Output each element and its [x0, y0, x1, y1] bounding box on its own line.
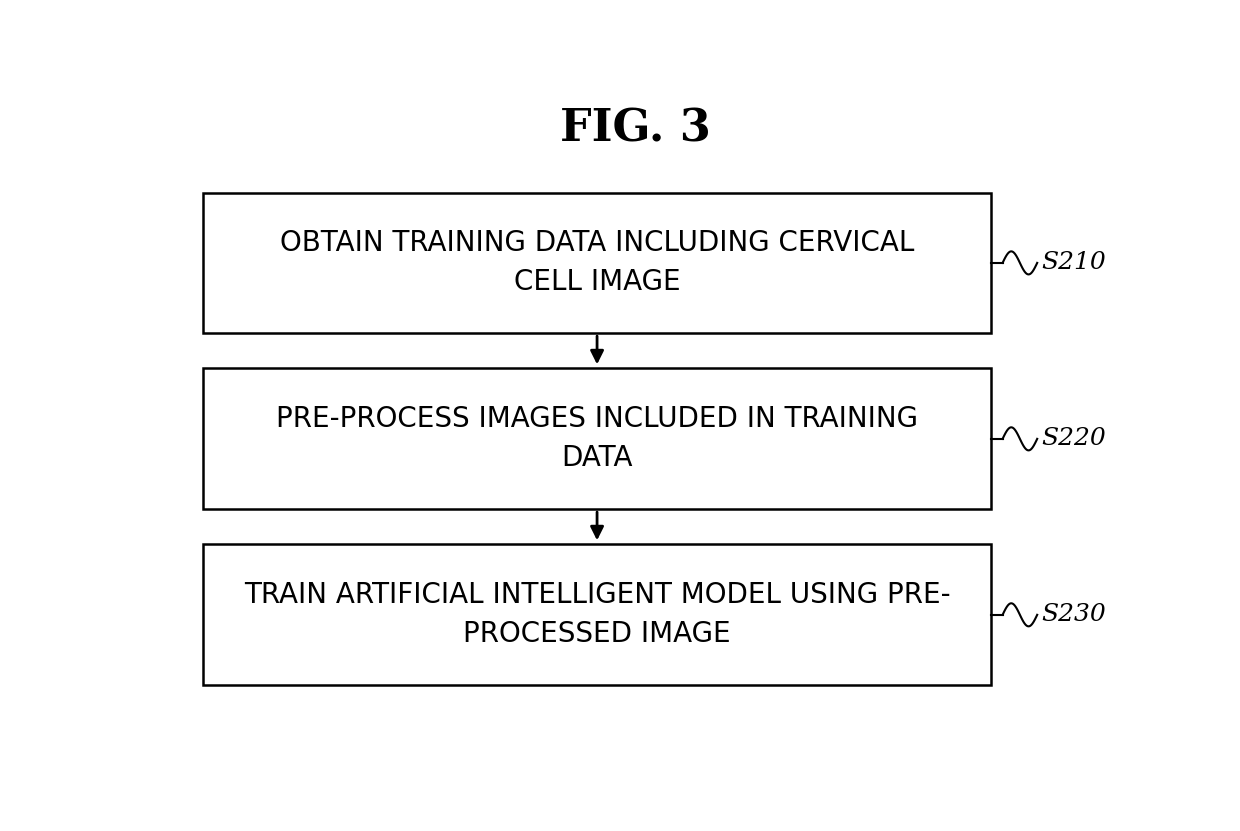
Text: S210: S210 — [1042, 252, 1106, 274]
Text: TRAIN ARTIFICIAL INTELLIGENT MODEL USING PRE-
PROCESSED IMAGE: TRAIN ARTIFICIAL INTELLIGENT MODEL USING… — [244, 582, 950, 648]
Text: S220: S220 — [1042, 427, 1106, 450]
Text: FIG. 3: FIG. 3 — [560, 107, 711, 150]
Bar — [203, 368, 991, 509]
Bar — [203, 193, 991, 333]
Text: PRE-PROCESS IMAGES INCLUDED IN TRAINING
DATA: PRE-PROCESS IMAGES INCLUDED IN TRAINING … — [277, 406, 918, 472]
Text: OBTAIN TRAINING DATA INCLUDING CERVICAL
CELL IMAGE: OBTAIN TRAINING DATA INCLUDING CERVICAL … — [280, 229, 914, 297]
Bar — [203, 544, 991, 686]
Text: S230: S230 — [1042, 603, 1106, 627]
